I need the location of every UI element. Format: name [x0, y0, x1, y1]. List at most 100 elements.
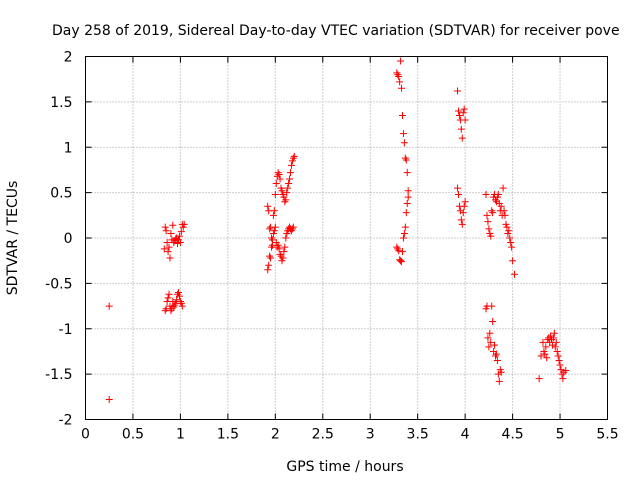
- data-point: [507, 239, 515, 247]
- data-point: [287, 169, 295, 177]
- data-point: [492, 350, 500, 358]
- data-point: [105, 302, 113, 310]
- data-point: [550, 329, 558, 337]
- data-point: [459, 209, 467, 217]
- data-point: [272, 180, 280, 188]
- data-point: [488, 302, 496, 310]
- points-layer: [105, 57, 570, 404]
- data-point: [268, 234, 276, 242]
- data-point: [399, 234, 407, 242]
- data-point: [489, 209, 497, 217]
- data-point: [286, 175, 294, 183]
- data-point: [270, 207, 278, 215]
- data-point: [394, 71, 402, 79]
- x-tick-label: 2: [271, 427, 280, 443]
- data-point: [484, 218, 492, 226]
- data-point: [165, 243, 173, 251]
- data-point: [285, 180, 293, 188]
- data-point: [276, 175, 284, 183]
- data-point: [552, 338, 560, 346]
- x-tick-label: 4.5: [501, 427, 523, 443]
- data-point: [549, 334, 557, 342]
- data-point: [404, 193, 412, 201]
- data-point: [401, 223, 409, 231]
- data-point: [290, 152, 298, 160]
- data-point: [283, 189, 291, 197]
- data-point: [289, 223, 297, 231]
- data-point: [284, 184, 292, 192]
- data-point: [553, 347, 561, 355]
- data-point: [400, 139, 408, 147]
- data-point: [495, 377, 503, 385]
- x-tick-label: 3: [366, 427, 375, 443]
- data-point: [562, 366, 570, 374]
- data-point: [398, 258, 406, 266]
- data-point: [454, 87, 462, 95]
- data-point: [264, 266, 272, 274]
- x-tick-label: 4: [461, 427, 470, 443]
- data-point: [542, 343, 550, 351]
- data-point: [395, 247, 403, 255]
- data-point: [170, 303, 178, 311]
- data-point: [275, 170, 283, 178]
- data-point: [396, 256, 404, 264]
- data-point: [454, 184, 462, 192]
- data-point: [554, 352, 562, 360]
- data-point: [543, 354, 551, 362]
- data-point: [559, 375, 567, 383]
- data-point: [458, 220, 466, 228]
- data-point: [264, 202, 272, 210]
- data-point: [273, 243, 281, 251]
- data-point: [167, 229, 175, 237]
- y-tick-label: 1.5: [50, 95, 72, 111]
- data-point: [402, 209, 410, 217]
- data-point: [395, 72, 403, 80]
- data-point: [176, 239, 184, 247]
- data-point: [547, 332, 555, 340]
- x-tick-label: 3.5: [407, 427, 429, 443]
- data-point: [400, 229, 408, 237]
- x-tick-label: 5.5: [596, 427, 618, 443]
- tick-layer: 0 0.5 1 1.5 2 2.5 3 3.5 4 4.5 5 5.5 -2 -1.5 -1 -0.5 0 0.5…: [45, 50, 618, 443]
- x-tick-label: 0: [81, 427, 90, 443]
- x-tick-label: 0.5: [122, 427, 144, 443]
- data-point: [271, 223, 279, 231]
- data-point: [398, 111, 406, 119]
- data-point: [461, 198, 469, 206]
- data-point: [175, 232, 183, 240]
- chart-title: Day 258 of 2019, Sidereal Day-to-day VTE…: [52, 23, 620, 39]
- data-point: [483, 211, 491, 219]
- data-point: [271, 190, 279, 198]
- data-point: [280, 248, 288, 256]
- data-point: [399, 130, 407, 138]
- data-point: [397, 257, 405, 265]
- data-point: [166, 254, 174, 262]
- data-point: [394, 245, 402, 253]
- data-point: [404, 187, 412, 195]
- data-point: [494, 190, 502, 198]
- data-point: [506, 234, 514, 242]
- data-point: [174, 239, 182, 247]
- grid-layer: [85, 56, 608, 420]
- data-point: [398, 248, 406, 256]
- data-point: [491, 341, 499, 349]
- x-tick-label: 1: [176, 427, 185, 443]
- data-point: [555, 357, 563, 365]
- data-point: [172, 235, 180, 243]
- data-point: [456, 207, 464, 215]
- data-point: [170, 239, 178, 247]
- data-point: [165, 290, 173, 298]
- data-point: [503, 223, 511, 231]
- data-point: [497, 368, 505, 376]
- y-axis-label: SDTVAR / TECUs: [5, 181, 21, 296]
- data-point: [402, 156, 410, 164]
- data-point: [500, 207, 508, 215]
- data-point: [175, 292, 183, 300]
- data-point: [167, 307, 175, 315]
- data-point: [267, 254, 275, 262]
- data-point: [176, 298, 184, 306]
- y-tick-label: 1: [64, 140, 73, 156]
- data-point: [401, 154, 409, 162]
- data-point: [482, 190, 490, 198]
